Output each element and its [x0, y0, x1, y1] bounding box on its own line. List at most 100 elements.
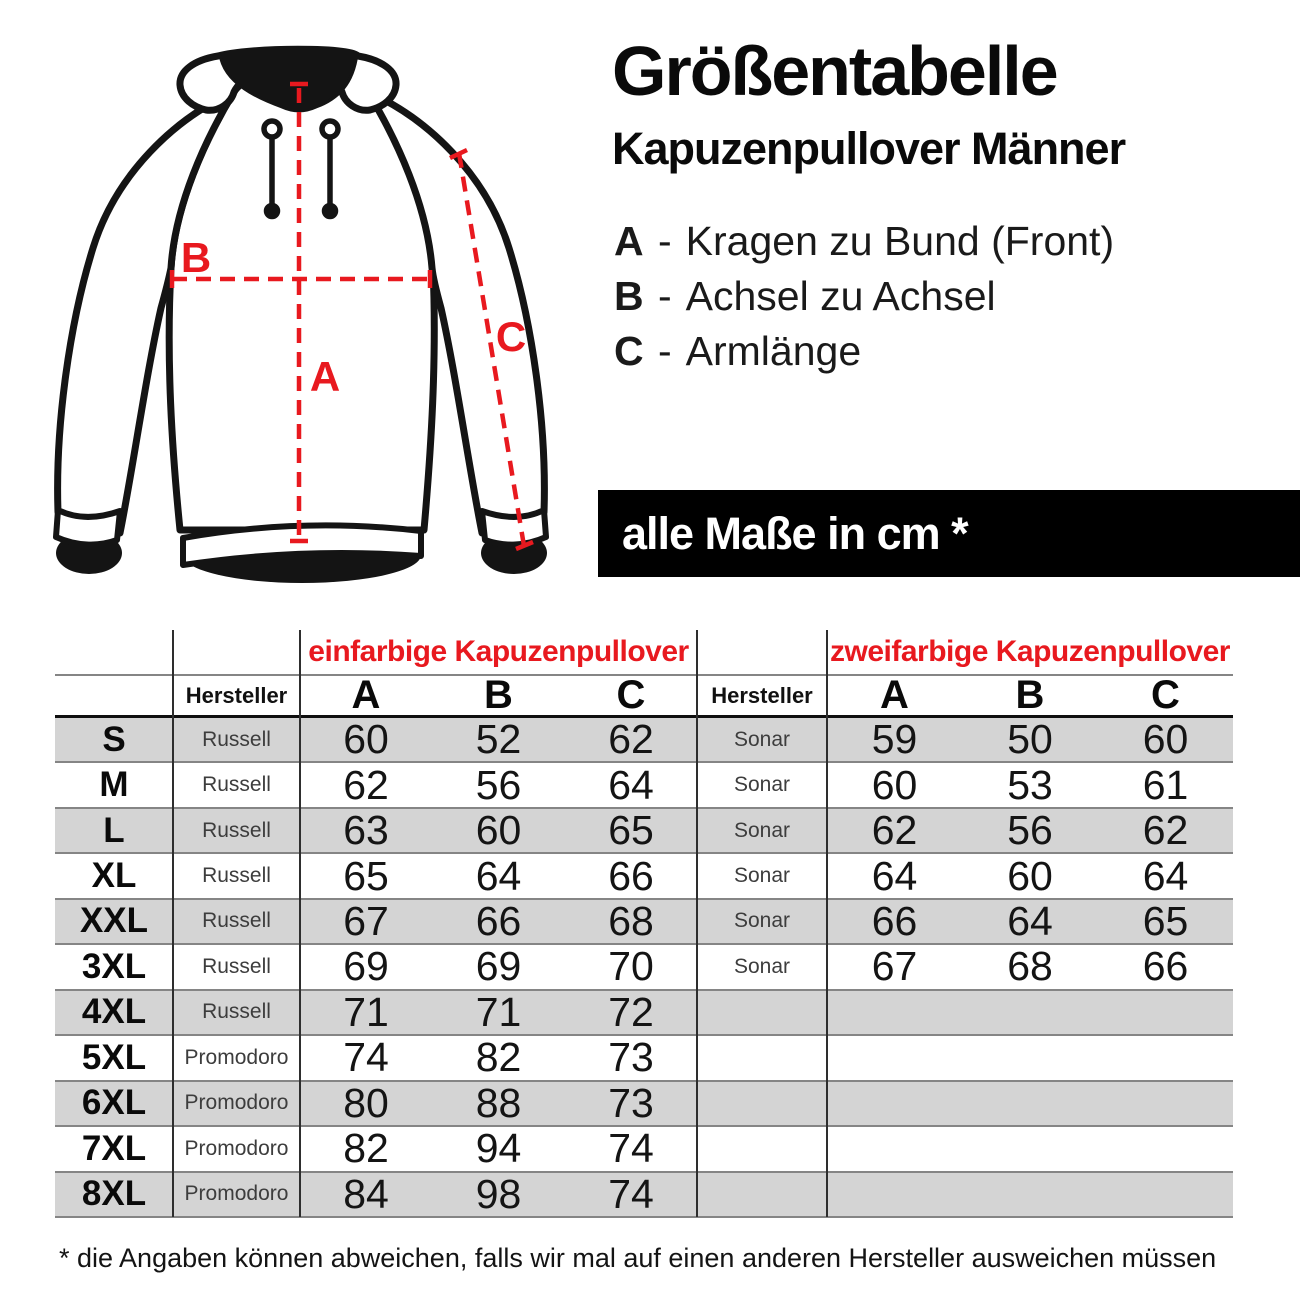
group-header-einfarbig: einfarbige Kapuzenpullover	[308, 635, 689, 668]
measurement-value-cell: 69	[475, 943, 522, 990]
row-shading-band	[55, 807, 1233, 854]
right-cuff-band	[479, 507, 549, 548]
legend-row-b: B - Achsel zu Achsel	[614, 273, 1274, 328]
size-cell: 8XL	[81, 1174, 147, 1214]
measurement-value-cell: 82	[343, 1125, 389, 1172]
column-header-a2: A	[880, 673, 909, 717]
manufacturer-cell	[697, 990, 827, 1035]
table-line	[55, 852, 1233, 855]
row-shading-band	[55, 1080, 1233, 1127]
measurement-value-cell: 71	[343, 988, 389, 1035]
measurement-value-cell: 67	[871, 943, 918, 990]
table-line	[55, 761, 1233, 764]
measurement-value-cell	[827, 1081, 962, 1126]
measurement-value-cell: 60	[1142, 716, 1189, 763]
manufacturer-cell: Russell	[202, 727, 271, 751]
row-shading-band	[55, 717, 1233, 763]
measurement-value-cell: 65	[608, 807, 654, 854]
manufacturer-cell: Russell	[202, 909, 271, 933]
measurement-value-cell: 60	[475, 807, 522, 854]
manufacturer-cell: Sonar	[733, 954, 791, 978]
measurement-value-cell: 84	[343, 1170, 389, 1217]
manufacturer-cell: Russell	[202, 773, 271, 797]
size-cell: M	[99, 765, 129, 805]
measurement-value-cell: 67	[343, 897, 389, 944]
manufacturer-cell: Russell	[202, 818, 271, 842]
legend-label-c: Armlänge	[685, 328, 862, 374]
size-cell: XXL	[79, 901, 149, 941]
measurement-value-cell: 60	[871, 761, 918, 808]
size-cell: 5XL	[81, 1037, 147, 1077]
measurement-value-cell: 74	[608, 1125, 654, 1172]
measurement-value-cell	[962, 1035, 1098, 1080]
page-subtitle: Kapuzenpullover Männer	[612, 123, 1126, 175]
table-line	[55, 1170, 1233, 1173]
footnote: * die Angaben können abweichen, falls wi…	[59, 1243, 1217, 1273]
measurement-value-cell	[1098, 990, 1233, 1035]
table-line	[55, 673, 1233, 676]
measurement-value-cell: 65	[343, 852, 389, 899]
units-banner: alle Maße in cm *	[598, 490, 1300, 577]
manufacturer-cell	[697, 1035, 827, 1080]
measurement-value-cell	[1098, 1035, 1233, 1080]
table-line	[299, 630, 301, 1217]
measurement-value-cell	[962, 1171, 1098, 1216]
measurement-value-cell: 59	[871, 716, 918, 763]
legend-dash: -	[658, 328, 672, 374]
legend-dash: -	[658, 273, 672, 319]
manufacturer-cell: Promodoro	[184, 1091, 289, 1115]
units-banner-text: alle Maße in cm *	[622, 507, 969, 559]
measurement-value-cell	[1098, 1171, 1233, 1216]
column-header-c2: C	[1151, 673, 1180, 717]
legend-key-b: B	[614, 273, 644, 319]
manufacturer-cell: Russell	[202, 954, 271, 978]
measurement-legend: A - Kragen zu Bund (Front) B - Achsel zu…	[614, 218, 1274, 383]
measurement-value-cell: 64	[608, 761, 654, 808]
measurement-value-cell: 62	[1142, 807, 1189, 854]
measurement-value-cell	[962, 1081, 1098, 1126]
measurement-value-cell	[827, 1035, 962, 1080]
group-header-zweifarbig: zweifarbige Kapuzenpullover	[830, 635, 1230, 668]
measurement-value-cell	[962, 1126, 1098, 1171]
measurement-value-cell: 50	[1007, 716, 1053, 763]
row-shading-band	[55, 1171, 1233, 1217]
legend-key-a: A	[614, 218, 644, 264]
size-cell: XL	[91, 856, 137, 896]
hoodie-diagram: B A C	[53, 45, 549, 583]
measurement-value-cell	[962, 990, 1098, 1035]
legend-label-b: Achsel zu Achsel	[685, 273, 996, 319]
measurement-value-cell: 72	[608, 988, 654, 1035]
manufacturer-cell	[697, 1081, 827, 1126]
maker-column-header: Hersteller	[185, 682, 288, 708]
legend-row-a: A - Kragen zu Bund (Front)	[614, 218, 1274, 273]
measurement-value-cell: 69	[343, 943, 389, 990]
measurement-value-cell	[827, 1171, 962, 1216]
size-cell: 7XL	[81, 1128, 147, 1168]
right-eyelet	[319, 118, 341, 140]
legend-key-c: C	[614, 328, 644, 374]
hoodie-left-sleeve	[54, 88, 238, 537]
manufacturer-cell: Sonar	[733, 727, 791, 751]
maker-column-header: Hersteller	[711, 682, 813, 708]
manufacturer-cell: Sonar	[733, 773, 791, 797]
size-table-grid: einfarbige Kapuzenpullover zweifarbige K…	[55, 630, 1233, 1218]
measurement-value-cell: 66	[608, 852, 654, 899]
manufacturer-cell: Sonar	[733, 864, 791, 888]
hem-band	[180, 522, 424, 568]
measurement-value-cell: 66	[1142, 943, 1189, 990]
measurement-value-cell: 52	[475, 716, 522, 763]
manufacturer-cell: Promodoro	[184, 1136, 289, 1160]
table-line	[55, 1125, 1233, 1128]
measurement-value-cell: 82	[475, 1034, 522, 1081]
legend-row-c: C - Armlänge	[614, 328, 1274, 383]
measurement-value-cell: 62	[608, 716, 654, 763]
measurement-value-cell	[1098, 1126, 1233, 1171]
measurement-value-cell: 68	[608, 897, 654, 944]
diagram-label-b: B	[181, 234, 211, 281]
measurement-value-cell: 98	[475, 1170, 522, 1217]
measure-line-c	[456, 152, 527, 547]
table-line	[55, 988, 1233, 991]
size-cell: 4XL	[81, 992, 147, 1032]
measurement-value-cell: 73	[608, 1034, 654, 1081]
